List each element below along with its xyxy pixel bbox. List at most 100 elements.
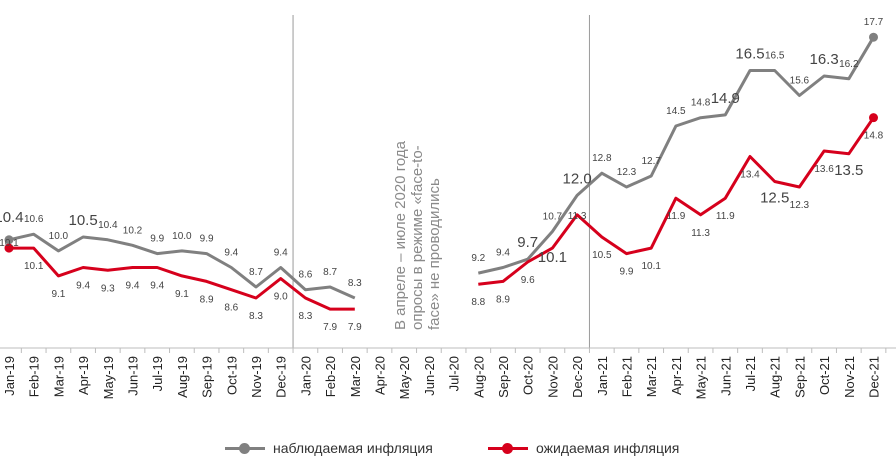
data-label: 15.6 [790,75,810,86]
data-label: 10.7 [543,211,563,222]
data-label: 10.1 [641,261,661,272]
x-tick-label: Jun-21 [718,356,733,396]
data-label: 11.9 [716,211,735,222]
x-tick-label: May-21 [694,356,709,399]
x-tick-label: Apr-20 [373,356,388,395]
x-tick-label: Apr-19 [76,356,91,395]
survey-gap-note-line-2: опросы в режиме «face-to- [409,145,426,330]
data-label: 16.5 [735,46,764,63]
x-tick-label: Nov-19 [249,356,264,398]
x-tick-label: Jul-21 [743,356,758,391]
data-label: 9.4 [76,281,90,292]
data-label: 9.7 [517,234,538,251]
data-label: 13.6 [814,164,834,175]
data-label: 12.3 [790,200,810,211]
survey-gap-note-line-3: face» не проводились [426,178,443,330]
data-label: 12.3 [617,167,637,178]
data-label: 10.1 [0,238,19,249]
data-label: 9.2 [471,253,485,264]
data-label: 17.7 [864,17,884,28]
legend-swatch-observed [225,442,265,454]
data-label: 8.7 [323,267,337,278]
x-tick-label: Jun-19 [126,356,141,396]
series-expected-inflation: 10.1 10.1 9.1 9.4 9.3 9.4 9.4 9.1 8.9 8.6 8.3 9.0 8.… [0,113,884,333]
legend-label-observed: наблюдаемая инфляция [273,440,433,456]
legend-label-expected: ожидаемая инфляция [536,440,680,456]
x-tick-label: Aug-20 [471,356,486,398]
data-label: 8.8 [471,297,485,308]
data-label: 11.3 [691,228,710,239]
data-label: 12.7 [641,156,661,167]
data-label: 10.0 [49,231,69,242]
series-line [8,232,356,300]
x-tick-label: Oct-21 [817,356,832,395]
x-axis: Jan-19 Feb-19 Mar-19 Apr-19 May-19 Jun-19 Jul-… [0,347,896,399]
data-label: 9.9 [620,267,634,278]
legend-item-observed: наблюдаемая инфляция [225,440,433,456]
x-tick-label: Aug-21 [768,356,783,398]
data-label: 12.5 [760,190,789,207]
data-label: 11.3 [568,211,587,222]
x-tick-label: Nov-21 [842,356,857,398]
data-label: 13.4 [740,170,760,181]
data-label: 10.1 [24,261,44,272]
x-tick-label: Dec-21 [867,356,882,398]
data-label: 14.8 [691,98,711,109]
x-tick-label: Mar-20 [348,356,363,397]
data-label: 9.1 [51,289,65,300]
data-label: 9.4 [150,281,164,292]
data-label: 8.7 [249,267,263,278]
x-tick-label: Aug-19 [175,356,190,398]
chart-legend: наблюдаемая инфляция ожидаемая инфляция [0,440,896,462]
x-tick-label: Feb-21 [620,356,635,397]
x-tick-label: Oct-19 [224,356,239,395]
x-tick-label: May-20 [397,356,412,399]
x-tick-label: Sep-21 [792,356,807,398]
x-tick-label: Feb-19 [27,356,42,397]
data-label: 7.9 [323,322,337,333]
legend-swatch-expected [488,442,528,454]
x-tick-label: Jan-20 [298,356,313,396]
data-label: 14.5 [666,106,686,117]
data-label: 10.2 [123,225,143,236]
x-tick-label: May-19 [101,356,116,399]
data-label: 14.8 [864,131,884,142]
x-tick-label: Nov-20 [545,356,560,398]
x-tick-label: Jul-19 [150,356,165,391]
data-label: 8.3 [348,278,362,289]
data-label: 16.3 [809,51,838,68]
series-line [477,36,875,275]
data-label: 8.3 [298,311,312,322]
series-observed-inflation: 10.410.610.010.510.410.29.910.09.99.48.7… [0,17,884,300]
series-point [4,243,14,253]
data-label: 9.3 [101,283,115,294]
data-label: 10.4 [98,220,118,231]
data-label: 9.4 [274,248,288,259]
x-tick-label: Sep-20 [496,356,511,398]
data-label: 9.4 [224,248,238,259]
data-label: 11.9 [667,211,686,222]
data-label: 9.4 [496,248,510,259]
x-tick-label: Jul-20 [447,356,462,391]
x-tick-label: Sep-19 [200,356,215,398]
data-label: 9.1 [175,289,189,300]
data-label: 12.0 [562,170,591,187]
x-tick-label: Dec-19 [274,356,289,398]
data-label: 10.1 [538,249,567,266]
data-label: 8.9 [496,294,510,305]
data-label: 12.8 [592,153,612,164]
data-label: 10.5 [592,250,612,261]
inflation-line-chart: 10.410.610.010.510.410.29.910.09.99.48.7… [0,15,896,399]
data-label: 10.4 [0,209,24,226]
x-tick-label: Mar-21 [644,356,659,397]
x-tick-label: Jun-20 [422,356,437,396]
data-label: 16.2 [839,59,859,70]
x-tick-label: Mar-19 [51,356,66,397]
data-label: 8.6 [298,270,312,281]
x-tick-label: Feb-20 [323,356,338,397]
series-point [869,113,878,123]
survey-gap-note: В апреле – июле 2020 года опросы в режим… [392,137,443,330]
data-label: 10.0 [172,231,192,242]
series-line [478,116,875,286]
plot-grid [292,15,590,348]
